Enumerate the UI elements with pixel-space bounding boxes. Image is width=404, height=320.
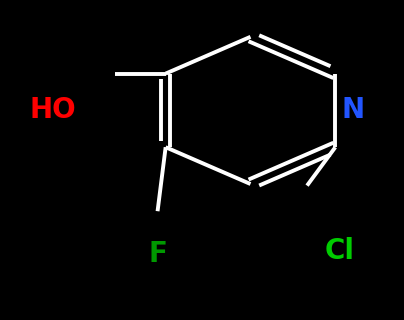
Text: Cl: Cl xyxy=(324,237,354,265)
Text: F: F xyxy=(148,240,167,268)
Text: N: N xyxy=(341,96,364,124)
Text: HO: HO xyxy=(29,96,76,124)
